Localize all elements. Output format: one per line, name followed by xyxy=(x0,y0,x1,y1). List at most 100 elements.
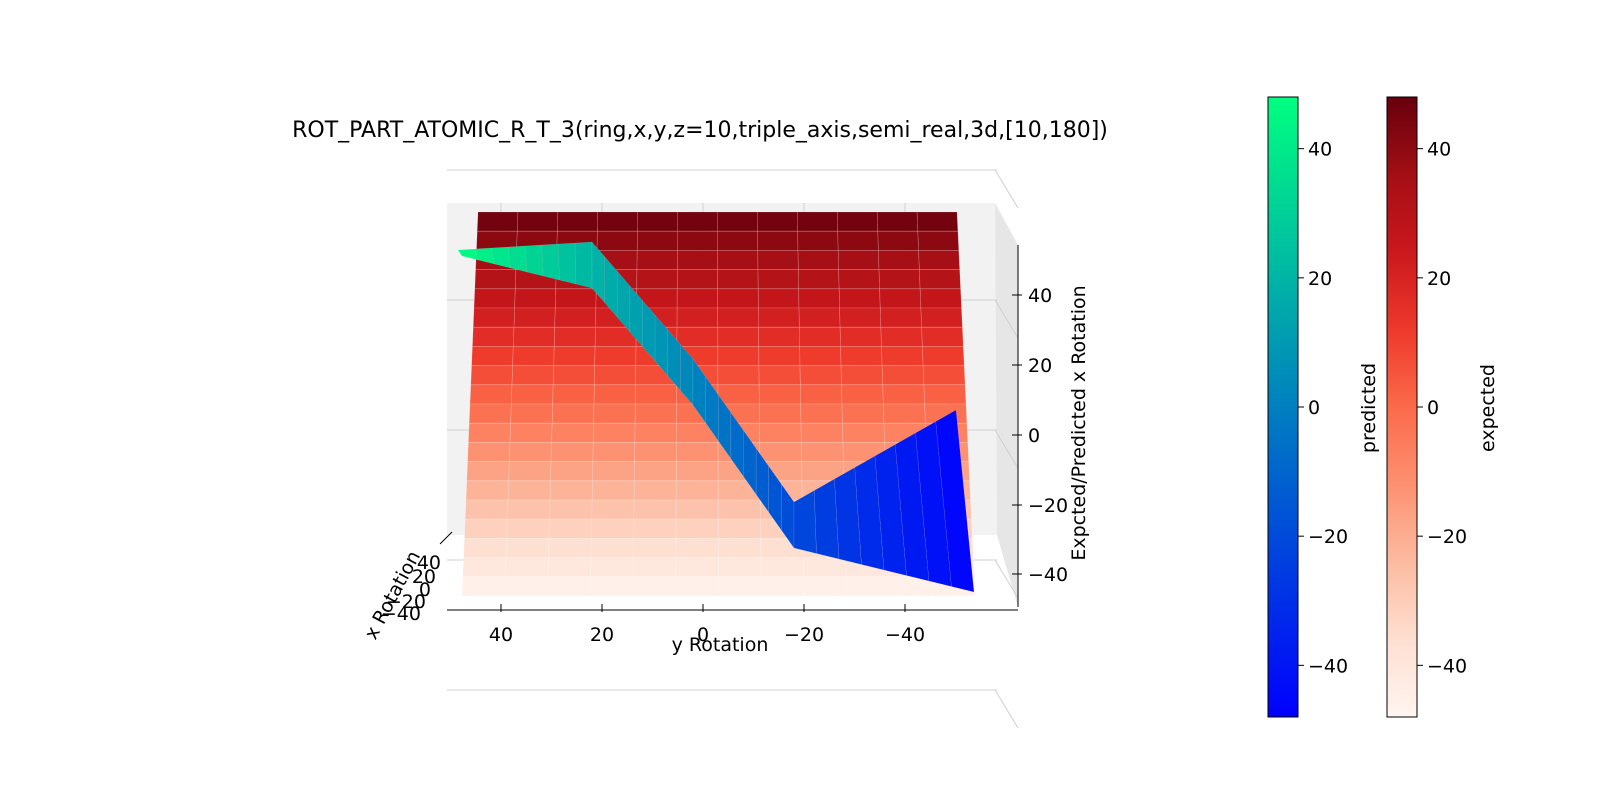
surface-expected-cell xyxy=(759,403,802,424)
surface-expected-cell xyxy=(634,461,677,482)
surface-expected-cell xyxy=(506,518,550,539)
surface-expected-cell xyxy=(797,211,839,232)
surface-expected-cell xyxy=(591,480,635,501)
z-tick-label: 20 xyxy=(1028,355,1052,377)
surface-expected-cell xyxy=(836,211,879,232)
surface-expected-cell xyxy=(921,326,964,347)
surface-expected-cell xyxy=(717,384,760,405)
surface-expected-cell xyxy=(798,307,841,328)
surface-expected-cell xyxy=(757,269,799,290)
surface-expected-cell xyxy=(552,384,595,405)
surface-expected-cell xyxy=(717,365,760,386)
surface-expected-cell xyxy=(882,384,925,405)
surface-expected-cell xyxy=(675,576,719,597)
surface-expected-cell xyxy=(917,230,960,251)
surface-expected-cell xyxy=(505,538,550,558)
surface-predicted-cell xyxy=(574,241,593,289)
colorbar-expected-gradient xyxy=(1386,96,1418,718)
surface-expected-cell xyxy=(759,442,802,462)
surface-expected-cell xyxy=(839,326,882,347)
surface-expected-cell xyxy=(547,557,592,578)
surface-expected-cell xyxy=(877,230,919,251)
surface-expected-cell xyxy=(590,557,634,578)
surface-expected-cell xyxy=(841,384,884,405)
surface-expected-cell xyxy=(799,365,842,386)
surface-expected-cell xyxy=(676,442,719,462)
surface-expected-cell xyxy=(757,211,798,232)
surface-expected-cell xyxy=(759,422,802,443)
side-pane xyxy=(995,203,1018,607)
surface-expected-cell xyxy=(553,326,596,347)
surface-expected-cell xyxy=(758,346,801,366)
surface-expected-cell xyxy=(840,365,884,386)
surface-expected-cell xyxy=(880,326,923,347)
surface-expected-cell xyxy=(636,230,678,251)
surface-expected-cell xyxy=(594,365,637,386)
surface-expected-cell xyxy=(840,346,883,366)
colorbar-tick-label: −20 xyxy=(1427,526,1467,548)
surface-expected-cell xyxy=(718,538,762,558)
surface-expected-cell xyxy=(676,288,719,309)
surface-expected-cell xyxy=(636,250,678,270)
surface-expected-cell xyxy=(636,269,678,290)
surface-expected-cell xyxy=(591,518,635,539)
surface-expected-cell xyxy=(474,269,517,290)
surface-expected-cell xyxy=(675,499,719,520)
colorbar-tick-label: −40 xyxy=(1308,655,1348,677)
surface-expected-cell xyxy=(465,480,510,501)
surface-expected-cell xyxy=(550,461,594,482)
surface-expected-cell xyxy=(675,538,719,558)
surface-expected-cell xyxy=(758,326,800,347)
surface-expected-cell xyxy=(594,346,637,366)
y-axis-ticks: 40 20 0 −20 −40 xyxy=(489,604,925,646)
surface-expected-cell xyxy=(633,518,677,539)
x-tick-label: −40 xyxy=(381,603,421,625)
surface-expected-cell xyxy=(717,326,760,347)
y-tick-label: −20 xyxy=(784,624,824,646)
surface-expected-cell xyxy=(757,250,799,270)
surface-expected-cell xyxy=(634,422,677,443)
colorbar-tick-label: −40 xyxy=(1427,655,1467,677)
surface-expected-cell xyxy=(468,403,512,424)
surface-expected-cell xyxy=(593,384,636,405)
x-axis-line xyxy=(439,531,453,545)
z-axis-label: Expcted/Predicted x Rotation xyxy=(1068,285,1090,560)
surface-expected-cell xyxy=(799,326,841,347)
surface-expected-cell xyxy=(468,422,511,443)
surface-expected-cell xyxy=(878,269,921,290)
surface-expected-cell xyxy=(845,576,890,597)
surface-expected-cell xyxy=(677,230,718,251)
surface-expected-cell xyxy=(637,211,678,232)
surface-expected-cell xyxy=(918,250,961,270)
z-tick-label: 0 xyxy=(1028,425,1040,447)
surface-expected-cell xyxy=(797,230,839,251)
surface-expected-cell xyxy=(504,576,549,597)
surface-expected-cell xyxy=(592,442,636,462)
surface-expected-cell xyxy=(508,461,552,482)
surface-expected-cell xyxy=(677,211,718,232)
surface-expected-cell xyxy=(916,211,959,232)
surface-expected-cell xyxy=(469,384,513,405)
colorbar-expected-label: expected xyxy=(1477,364,1499,452)
surface-expected-cell xyxy=(758,307,800,328)
surface-predicted-cell xyxy=(935,409,975,593)
surface-expected-cell xyxy=(717,518,761,539)
surface-expected-cell xyxy=(677,250,718,270)
surface-expected-cell xyxy=(632,557,677,578)
surface-expected-cell xyxy=(717,346,760,366)
surface-expected-cell xyxy=(920,307,963,328)
surface-expected-cell xyxy=(548,518,593,539)
surface-expected-cell xyxy=(803,576,848,597)
surface-expected-cell xyxy=(841,403,885,424)
surface-expected-cell xyxy=(476,211,519,232)
surface-expected-cell xyxy=(632,576,677,597)
surface-expected-cell xyxy=(676,307,719,328)
x-tick-label: 0 xyxy=(419,579,431,601)
colorbar-tick-label: 40 xyxy=(1427,139,1451,161)
surface-expected-cell xyxy=(717,230,759,251)
y-tick-label: 40 xyxy=(489,624,513,646)
surface-expected-cell xyxy=(675,461,719,482)
surface-expected-cell xyxy=(550,442,594,462)
